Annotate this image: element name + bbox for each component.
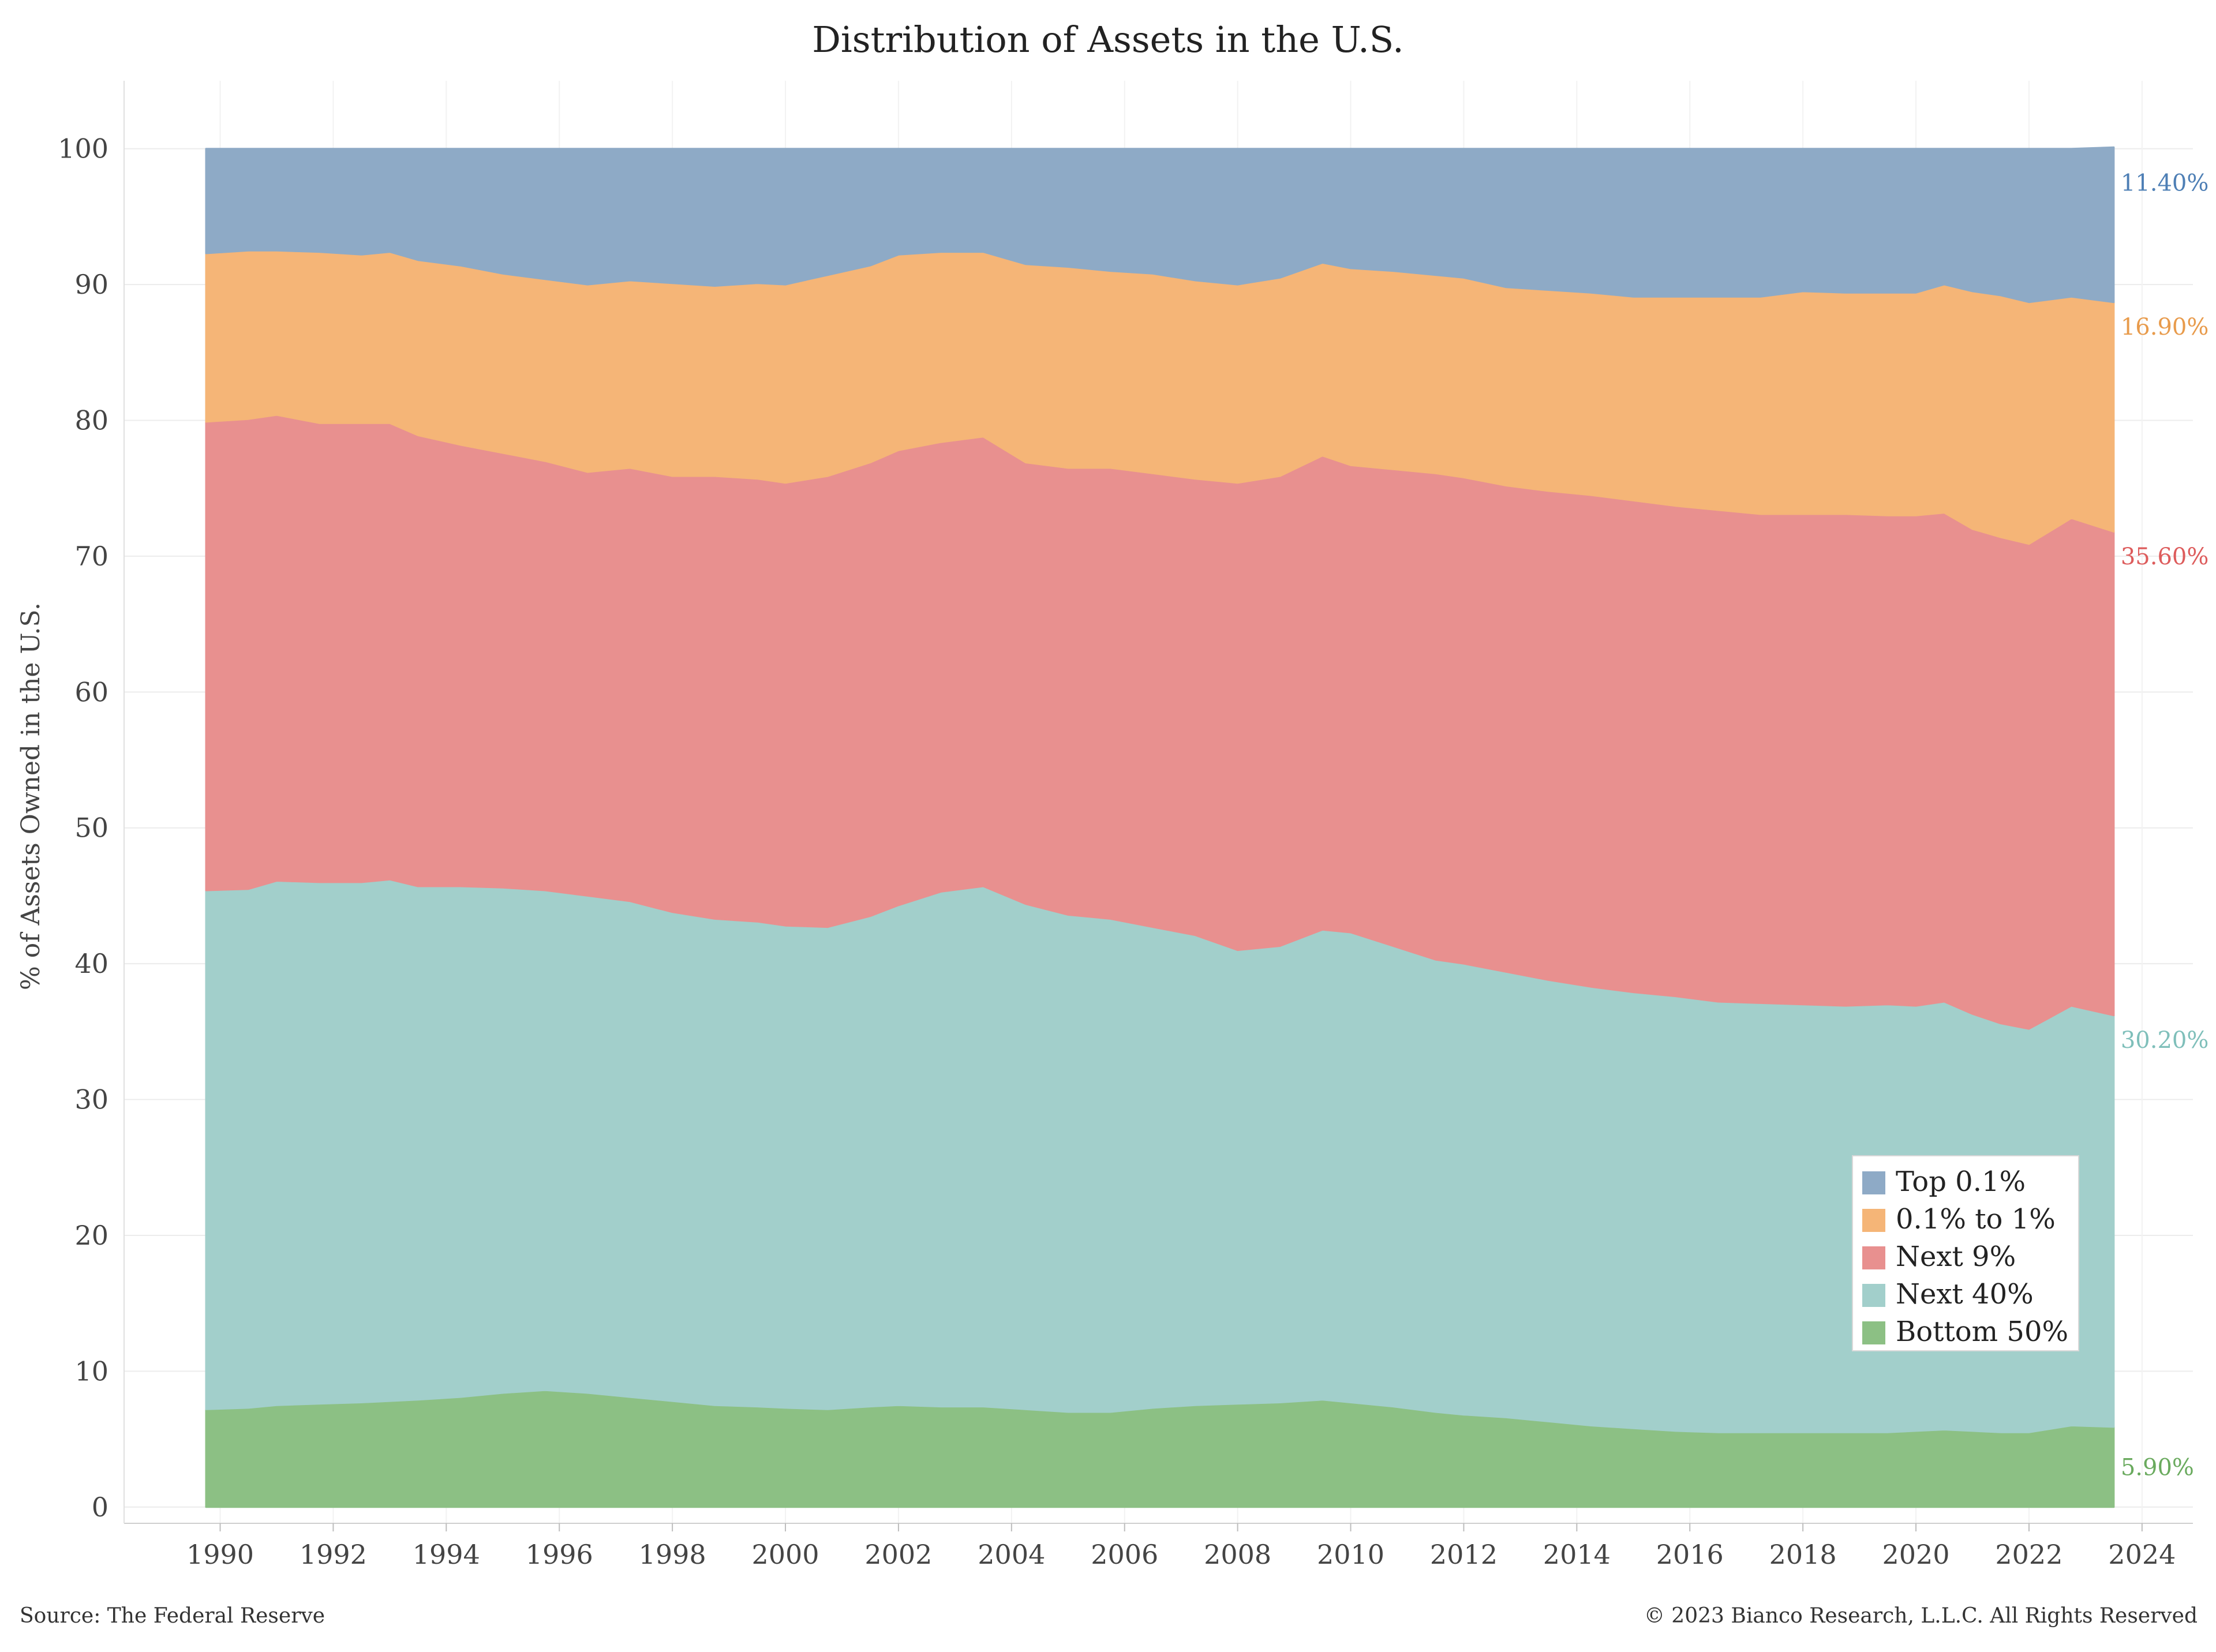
x-tick-label: 2004: [978, 1539, 1045, 1570]
y-tick-label: 0: [92, 1492, 108, 1523]
x-tick-label: 1992: [300, 1539, 367, 1570]
legend-label: Next 40%: [1896, 1278, 2034, 1310]
y-tick-label: 10: [74, 1355, 108, 1387]
y-axis-ticks: 0 10 20 30 40 50 60 70 80 90 100: [58, 133, 108, 1523]
x-tick-label: 2020: [1882, 1539, 1950, 1570]
y-tick-label: 40: [74, 948, 108, 979]
x-tick-label: 2000: [751, 1539, 819, 1570]
x-tick-label: 1990: [186, 1539, 254, 1570]
copyright-note: © 2023 Bianco Research, L.L.C. All Right…: [1644, 1604, 2198, 1628]
x-tick-label: 2008: [1204, 1539, 1271, 1570]
y-tick-label: 90: [74, 269, 108, 300]
end-label-0-1-to-1: 16.90%: [2121, 314, 2209, 340]
legend-background: [1852, 1155, 2079, 1351]
y-tick-label: 50: [74, 812, 108, 844]
end-value-labels: 11.40% 16.90% 35.60% 30.20% 5.90%: [2121, 170, 2209, 1481]
y-axis-label: % of Assets Owned in the U.S.: [16, 602, 46, 990]
x-tick-label: 1994: [413, 1539, 480, 1570]
x-tick-label: 1996: [526, 1539, 593, 1570]
stacked-areas: [205, 146, 2115, 1508]
legend-label: 0.1% to 1%: [1896, 1203, 2056, 1235]
y-tick-label: 80: [74, 405, 108, 436]
legend-label: Bottom 50%: [1896, 1316, 2068, 1348]
x-tick-label: 2014: [1543, 1539, 1611, 1570]
x-tick-label: 2006: [1091, 1539, 1158, 1570]
area-top-0-1: [205, 146, 2115, 304]
x-axis-ticks: 1990 1992 1994 1996 1998 2000 2002 2004 2006 2008…: [186, 1523, 2176, 1570]
legend: Top 0.1% 0.1% to 1% Next 9% Next 40% Bottom …: [1852, 1155, 2079, 1351]
y-tick-label: 20: [74, 1220, 108, 1251]
end-label-bottom-50: 5.90%: [2121, 1454, 2194, 1481]
end-label-next-9: 35.60%: [2121, 544, 2209, 570]
x-tick-label: 2024: [2108, 1539, 2176, 1570]
x-tick-label: 2002: [864, 1539, 932, 1570]
end-label-top-0-1: 11.40%: [2121, 170, 2209, 197]
legend-swatch: [1862, 1284, 1885, 1307]
x-tick-label: 2012: [1430, 1539, 1498, 1570]
x-tick-label: 2016: [1656, 1539, 1724, 1570]
y-tick-label: 60: [74, 676, 108, 707]
y-tick-label: 100: [58, 133, 108, 164]
legend-swatch: [1862, 1171, 1885, 1194]
chart-title: Distribution of Assets in the U.S.: [812, 18, 1404, 61]
y-tick-label: 30: [74, 1084, 108, 1115]
legend-label: Top 0.1%: [1896, 1166, 2026, 1198]
x-tick-label: 2010: [1317, 1539, 1384, 1570]
legend-swatch: [1862, 1246, 1885, 1269]
legend-swatch: [1862, 1321, 1885, 1344]
x-tick-label: 1998: [639, 1539, 706, 1570]
legend-label: Next 9%: [1896, 1241, 2016, 1273]
legend-swatch: [1862, 1209, 1885, 1232]
x-tick-label: 2022: [1995, 1539, 2062, 1570]
source-note: Source: The Federal Reserve: [20, 1604, 325, 1628]
y-tick-label: 70: [74, 541, 108, 572]
end-label-next-40: 30.20%: [2121, 1027, 2209, 1054]
x-tick-label: 2018: [1769, 1539, 1837, 1570]
